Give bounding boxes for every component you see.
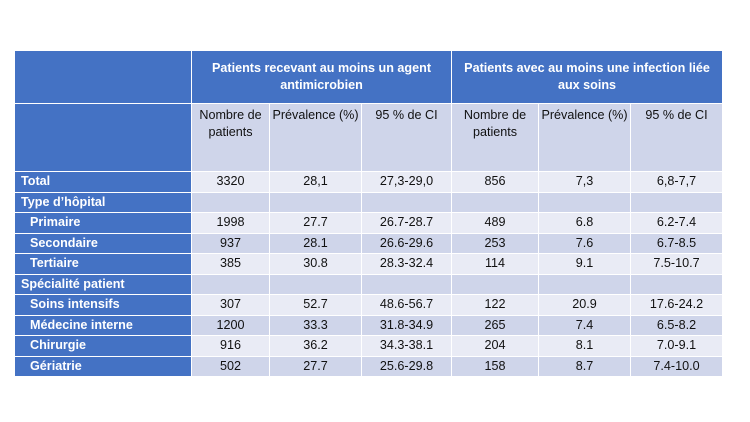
row-label: Type d’hôpital: [14, 191, 192, 213]
table-cell: 28,1: [269, 171, 362, 193]
table-cell: 7.5-10.7: [630, 253, 723, 275]
table-cell: [630, 191, 723, 213]
table-cell: 7.4: [538, 314, 631, 336]
table-cell: 8.7: [538, 355, 631, 377]
col-header-prevalence-2: Prévalence (%): [538, 103, 631, 172]
table-cell: 7.0-9.1: [630, 335, 723, 357]
row-label: Spécialité patient: [14, 273, 192, 295]
table-cell: 34.3-38.1: [361, 335, 452, 357]
table-cell: 33.3: [269, 314, 362, 336]
table-cell: 6.2-7.4: [630, 212, 723, 234]
table-cell: 26.7-28.7: [361, 212, 452, 234]
table-cell: 30.8: [269, 253, 362, 275]
table-cell: 937: [191, 232, 270, 254]
group-header-row: Patients recevant au moins un agent anti…: [14, 50, 723, 104]
table-cell: 26.6-29.6: [361, 232, 452, 254]
table-row: Primaire 1998 27.7 26.7-28.7 489 6.8 6.2-7.4: [14, 212, 723, 234]
table-cell: 502: [191, 355, 270, 377]
table-cell: [538, 191, 631, 213]
table-row: Gériatrie 502 27.7 25.6-29.8 158 8.7 7.4-10.0: [14, 355, 723, 377]
table-cell: 253: [451, 232, 539, 254]
col-header-prevalence-1: Prévalence (%): [269, 103, 362, 172]
table-cell: [630, 273, 723, 295]
table-row: Total 3320 28,1 27,3-29,0 856 7,3 6,8-7,7: [14, 171, 723, 193]
table-cell: 17.6-24.2: [630, 294, 723, 316]
col-header-count-1: Nombre de patients: [191, 103, 270, 172]
table-cell: 6,8-7,7: [630, 171, 723, 193]
table-cell: [451, 273, 539, 295]
table-cell: 6.7-8.5: [630, 232, 723, 254]
table-cell: 7.6: [538, 232, 631, 254]
table-cell: 158: [451, 355, 539, 377]
col-header-ci-1: 95 % de CI: [361, 103, 452, 172]
table-cell: 307: [191, 294, 270, 316]
table-cell: 265: [451, 314, 539, 336]
table-cell: 25.6-29.8: [361, 355, 452, 377]
row-label: Secondaire: [14, 232, 192, 254]
table-cell: 7.4-10.0: [630, 355, 723, 377]
table-cell: 6.5-8.2: [630, 314, 723, 336]
table-cell: 9.1: [538, 253, 631, 275]
col-header-count-2: Nombre de patients: [451, 103, 539, 172]
table-cell: 27.7: [269, 212, 362, 234]
table-cell: [361, 273, 452, 295]
row-label: Chirurgie: [14, 335, 192, 357]
table-cell: [269, 191, 362, 213]
row-label: Gériatrie: [14, 355, 192, 377]
table-cell: 28.3-32.4: [361, 253, 452, 275]
table-row: Spécialité patient: [14, 273, 723, 295]
table-cell: [451, 191, 539, 213]
table-cell: 856: [451, 171, 539, 193]
corner-cell: [14, 50, 192, 104]
table-cell: 1998: [191, 212, 270, 234]
table-cell: 204: [451, 335, 539, 357]
row-label: Primaire: [14, 212, 192, 234]
table-cell: 489: [451, 212, 539, 234]
corner-cell-2: [14, 103, 192, 172]
table-cell: 31.8-34.9: [361, 314, 452, 336]
table-cell: 36.2: [269, 335, 362, 357]
table-row: Tertiaire 385 30.8 28.3-32.4 114 9.1 7.5-10.7: [14, 253, 723, 275]
table-cell: [269, 273, 362, 295]
table-cell: 27.7: [269, 355, 362, 377]
table-cell: 52.7: [269, 294, 362, 316]
group-header-antimicrobial: Patients recevant au moins un agent anti…: [191, 50, 452, 104]
prevalence-table: Patients recevant au moins un agent anti…: [14, 50, 723, 377]
row-label: Total: [14, 171, 192, 193]
table-cell: 916: [191, 335, 270, 357]
table-cell: 28.1: [269, 232, 362, 254]
table-cell: [191, 191, 270, 213]
table-cell: 3320: [191, 171, 270, 193]
table-row: Soins intensifs 307 52.7 48.6-56.7 122 20.9 17…: [14, 294, 723, 316]
table-cell: 385: [191, 253, 270, 275]
row-label: Soins intensifs: [14, 294, 192, 316]
table-cell: 122: [451, 294, 539, 316]
table-cell: 114: [451, 253, 539, 275]
table-cell: 6.8: [538, 212, 631, 234]
column-header-row: Nombre de patients Prévalence (%) 95 % d…: [14, 103, 723, 172]
table-cell: 8.1: [538, 335, 631, 357]
table-row: Type d’hôpital: [14, 191, 723, 213]
table-cell: [361, 191, 452, 213]
table-cell: 7,3: [538, 171, 631, 193]
row-label: Médecine interne: [14, 314, 192, 336]
group-header-infection: Patients avec au moins une infection lié…: [451, 50, 723, 104]
table-row: Chirurgie 916 36.2 34.3-38.1 204 8.1 7.0-9.1: [14, 335, 723, 357]
row-label: Tertiaire: [14, 253, 192, 275]
table-cell: 20.9: [538, 294, 631, 316]
table-row: Secondaire 937 28.1 26.6-29.6 253 7.6 6.7-8.5: [14, 232, 723, 254]
table-cell: 27,3-29,0: [361, 171, 452, 193]
table-row: Médecine interne 1200 33.3 31.8-34.9 265 7.4 6…: [14, 314, 723, 336]
table-cell: 48.6-56.7: [361, 294, 452, 316]
col-header-ci-2: 95 % de CI: [630, 103, 723, 172]
table-cell: 1200: [191, 314, 270, 336]
table-cell: [191, 273, 270, 295]
table-cell: [538, 273, 631, 295]
